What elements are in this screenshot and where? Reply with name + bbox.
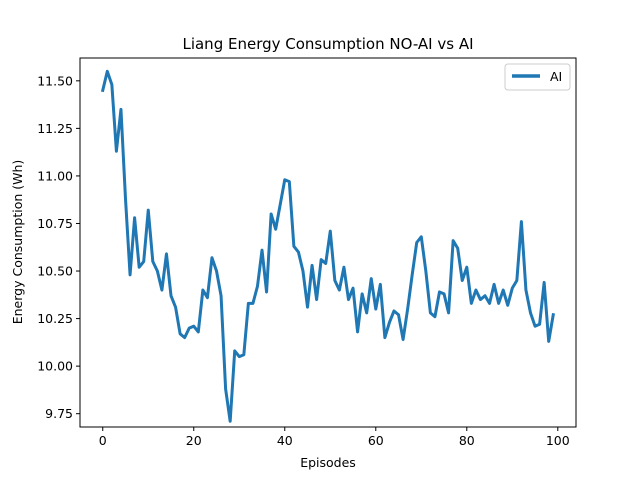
y-tick-label: 10.75	[37, 216, 73, 231]
legend-label-ai: AI	[550, 69, 562, 84]
x-tick-label: 60	[368, 433, 384, 448]
chart-title: Liang Energy Consumption NO-AI vs AI	[182, 35, 473, 53]
y-tick-label: 10.50	[37, 264, 73, 279]
x-tick-label: 80	[459, 433, 475, 448]
legend: AI	[504, 63, 571, 91]
series-line-ai	[100, 69, 555, 423]
axes-frame	[79, 57, 577, 428]
x-axis-label: Episodes	[300, 455, 356, 470]
y-axis: 9.75 10.00 10.25 10.50 10.75 11.00 11.25 11.50	[37, 73, 80, 421]
y-axis-label: Energy Consumption (Wh)	[10, 160, 25, 325]
x-tick-label: 40	[277, 433, 293, 448]
y-tick-label: 11.25	[37, 121, 73, 136]
y-tick-label: 10.25	[37, 311, 73, 326]
x-tick-label: 20	[186, 433, 202, 448]
x-axis: 0 20 40 60 80 100	[99, 427, 570, 448]
y-tick-label: 11.00	[37, 168, 73, 183]
x-tick-label: 0	[99, 433, 107, 448]
y-tick-label: 11.50	[37, 73, 73, 88]
plot-area	[100, 69, 555, 423]
x-tick-label: 100	[546, 433, 570, 448]
y-tick-label: 9.75	[45, 406, 73, 421]
y-tick-label: 10.00	[37, 359, 73, 374]
